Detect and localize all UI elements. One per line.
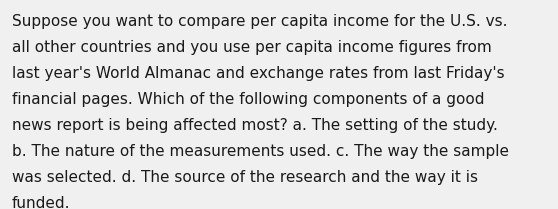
Text: Suppose you want to compare per capita income for the U.S. vs.: Suppose you want to compare per capita i… (12, 14, 507, 29)
Text: financial pages. Which of the following components of a good: financial pages. Which of the following … (12, 92, 484, 107)
Text: all other countries and you use per capita income figures from: all other countries and you use per capi… (12, 40, 492, 55)
Text: news report is being affected most? a. The setting of the study.: news report is being affected most? a. T… (12, 118, 498, 133)
Text: last year's World Almanac and exchange rates from last Friday's: last year's World Almanac and exchange r… (12, 66, 504, 81)
Text: was selected. d. The source of the research and the way it is: was selected. d. The source of the resea… (12, 170, 478, 185)
Text: funded.: funded. (12, 196, 70, 209)
Text: b. The nature of the measurements used. c. The way the sample: b. The nature of the measurements used. … (12, 144, 509, 159)
